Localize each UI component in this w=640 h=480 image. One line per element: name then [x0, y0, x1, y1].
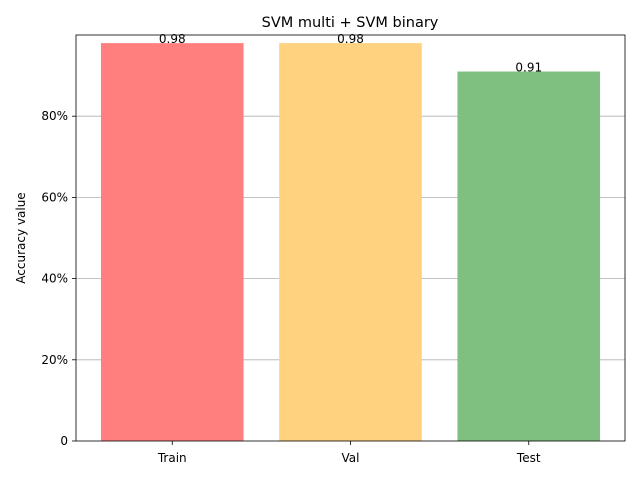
y-tick-label: 80%	[41, 109, 68, 123]
data-label: 0.98	[159, 32, 186, 46]
y-tick-label: 40%	[41, 272, 68, 286]
bars	[100, 43, 601, 442]
data-label: 0.91	[515, 61, 542, 75]
y-tick-label: 60%	[41, 190, 68, 204]
y-tick-label: 20%	[41, 353, 68, 367]
x-tick-label: Val	[342, 451, 360, 465]
bar-train	[100, 43, 244, 442]
data-label: 0.98	[337, 32, 364, 46]
chart-title: SVM multi + SVM binary	[262, 15, 439, 31]
y-axis-label: Accuracy value	[14, 192, 28, 283]
x-tick-label: Test	[516, 451, 541, 465]
bar-val	[279, 43, 422, 442]
bar-test	[457, 71, 601, 441]
y-tick-label: 0	[60, 434, 68, 448]
x-tick-label: Train	[157, 451, 187, 465]
x-axis-ticks: Train Val Test	[157, 441, 541, 465]
y-axis-ticks: 0 20% 40% 60% 80%	[41, 109, 76, 448]
data-labels: 0.98 0.98 0.91	[159, 32, 542, 74]
